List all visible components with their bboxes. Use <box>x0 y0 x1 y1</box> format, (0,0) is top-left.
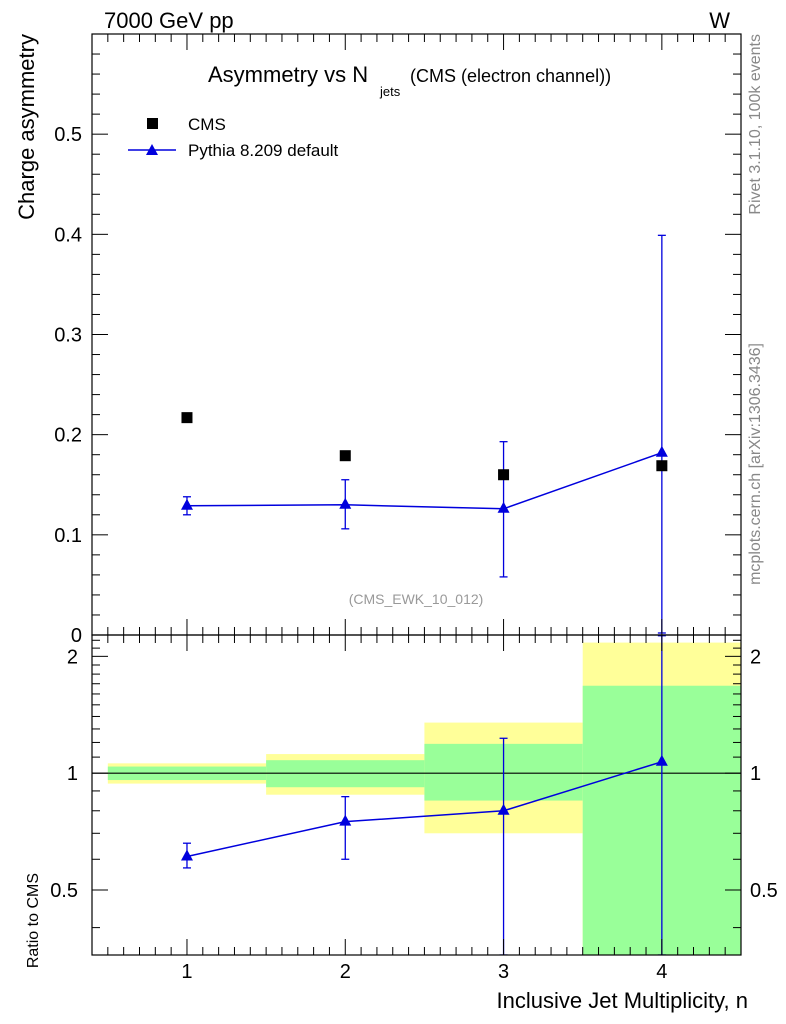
analysis-reference: (CMS_EWK_10_012) <box>349 591 484 607</box>
axis-ticks <box>92 33 742 955</box>
top-ytick-label: 0.3 <box>54 325 82 347</box>
mcplots-label: mcplots.cern.ch [arXiv:1306.3436] <box>747 343 764 585</box>
plot-title-suffix: (CMS (electron channel)) <box>410 66 611 86</box>
cms-point-4 <box>656 460 668 472</box>
plot-title: Asymmetry vs N jets (CMS (electron chann… <box>208 62 611 99</box>
bottom-ytick-label-left: 1 <box>67 763 78 785</box>
top-ytick-label: 0.2 <box>54 425 82 447</box>
legend-marker-pythia <box>146 144 158 155</box>
bottom-y-axis-label: Ratio to CMS <box>25 873 42 968</box>
top-ytick-label: 0.1 <box>54 525 82 547</box>
pythia-line <box>186 451 663 510</box>
pythia-point-1 <box>180 498 193 510</box>
pythia-point-4 <box>655 445 668 457</box>
header-process: W <box>709 8 730 33</box>
xtick-label: 4 <box>656 961 667 983</box>
pythia-point-3 <box>497 501 510 513</box>
bottom-ytick-label-right: 1 <box>750 763 761 785</box>
legend-label-pythia: Pythia 8.209 default <box>188 141 339 160</box>
top-ytick-label: 0.4 <box>54 224 82 246</box>
plot-title-subscript: jets <box>379 84 401 99</box>
ratio-series <box>180 635 668 955</box>
legend: CMS Pythia 8.209 default <box>128 115 339 160</box>
cms-point-3 <box>498 469 510 481</box>
ratio-pythia-point-3 <box>497 803 510 815</box>
xtick-label: 2 <box>340 961 351 983</box>
xtick-label: 3 <box>498 961 509 983</box>
axis-tick-labels: 0 0.1 0.2 0.3 0.4 0.5 0.5 0.5 1 1 2 2 1 2 3 4 <box>50 124 778 983</box>
legend-label-cms: CMS <box>188 115 226 134</box>
bottom-panel-frame <box>91 634 742 956</box>
plot-title-main: Asymmetry vs N <box>208 62 368 87</box>
ratio-pythia-point-2 <box>339 814 352 826</box>
legend-marker-cms <box>147 118 158 129</box>
bottom-ytick-label-left: 2 <box>67 646 78 668</box>
top-y-axis-label: Charge asymmetry <box>14 34 39 220</box>
ratio-pythia-point-4 <box>655 754 668 766</box>
pythia-point-2 <box>339 497 352 509</box>
ratio-pythia-point-1 <box>180 849 193 861</box>
xtick-label: 1 <box>181 961 192 983</box>
top-ytick-label: 0 <box>71 625 82 647</box>
ratio-uncertainty-bands <box>107 642 741 955</box>
x-axis-label: Inclusive Jet Multiplicity, n <box>497 988 748 1013</box>
header-energy: 7000 GeV pp <box>104 8 234 33</box>
ratio-pythia-line <box>186 761 663 858</box>
bottom-ytick-label-right: 2 <box>750 646 761 668</box>
top-ytick-label: 0.5 <box>54 124 82 146</box>
bottom-ytick-label-right: 0.5 <box>750 880 778 902</box>
rivet-label: Rivet 3.1.10, 100k events <box>747 34 764 215</box>
bottom-ytick-label-left: 0.5 <box>50 880 78 902</box>
cms-point-2 <box>339 450 351 462</box>
cms-point-1 <box>181 412 193 424</box>
top-series <box>180 234 668 634</box>
